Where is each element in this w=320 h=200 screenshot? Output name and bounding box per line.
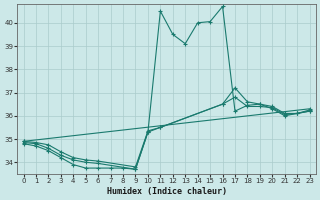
X-axis label: Humidex (Indice chaleur): Humidex (Indice chaleur) bbox=[107, 187, 227, 196]
